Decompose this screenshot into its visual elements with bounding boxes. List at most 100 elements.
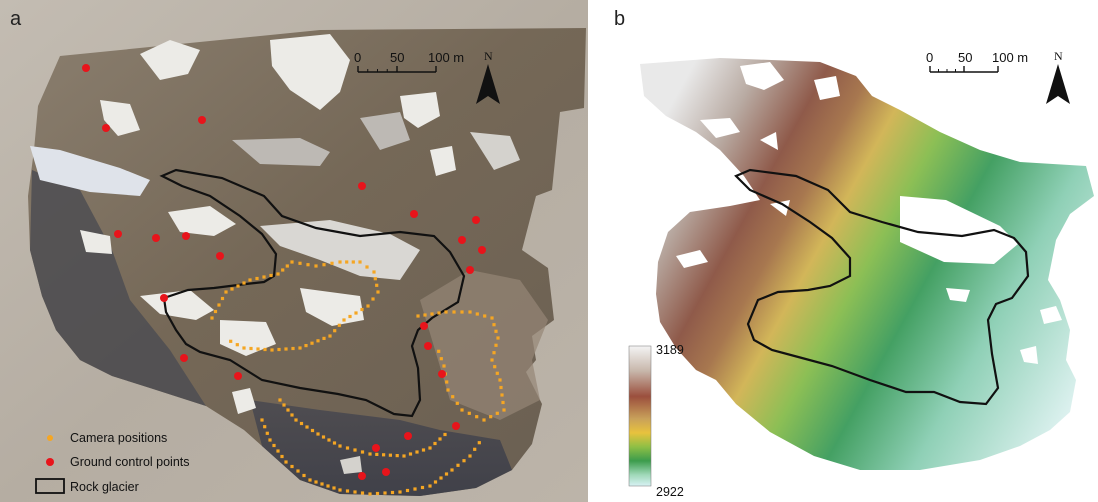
camera-position <box>338 444 342 448</box>
camera-position <box>255 276 259 281</box>
camera-position <box>450 468 454 472</box>
camera-position <box>483 314 487 318</box>
camera-position <box>468 310 472 314</box>
camera-position <box>456 463 460 467</box>
camera-position <box>337 323 341 327</box>
camera-position <box>282 403 286 407</box>
camera-position <box>322 263 326 267</box>
camera-position <box>327 438 331 442</box>
camera-position <box>213 309 218 314</box>
camera-position <box>236 284 240 288</box>
camera-position <box>235 343 239 347</box>
ground-control-point <box>102 124 110 132</box>
camera-position <box>298 261 302 265</box>
camera-position <box>314 264 318 268</box>
camera-position <box>368 492 372 496</box>
camera-position <box>217 303 221 307</box>
camera-position <box>444 472 449 476</box>
ground-control-point <box>382 468 390 476</box>
camera-position <box>475 312 479 316</box>
camera-position <box>438 437 442 441</box>
camera-position <box>256 347 260 351</box>
camera-position <box>263 347 267 352</box>
camera-position <box>353 490 357 494</box>
camera-position <box>229 339 233 343</box>
ground-control-point <box>372 444 380 452</box>
camera-position <box>220 296 225 301</box>
camera-position <box>420 485 425 490</box>
camera-position <box>439 476 443 480</box>
ground-control-point <box>478 246 486 254</box>
scale-bar <box>929 66 999 73</box>
camera-position <box>249 346 253 351</box>
camera-position <box>296 469 300 473</box>
camera-position <box>430 312 434 316</box>
ground-control-point <box>160 294 168 302</box>
camera-position <box>375 452 379 456</box>
camera-position <box>210 316 214 320</box>
ground-control-point <box>452 422 460 430</box>
ground-control-point <box>234 372 242 380</box>
camera-position <box>443 432 447 437</box>
camera-position <box>373 277 377 281</box>
panel-label-a: a <box>10 8 22 30</box>
camera-position <box>332 441 337 445</box>
ground-control-point <box>358 472 366 480</box>
camera-position <box>284 460 288 464</box>
camera-position <box>342 318 346 322</box>
camera-position <box>308 478 312 482</box>
camera-position <box>268 438 272 442</box>
camera-position <box>345 446 350 450</box>
camera-position <box>444 310 448 314</box>
camera-position <box>314 480 318 484</box>
camera-position <box>290 464 294 469</box>
camera-position <box>284 347 288 351</box>
camera-position <box>495 411 499 415</box>
camera-position <box>316 432 320 436</box>
camera-position <box>286 408 290 412</box>
camera-position <box>433 480 438 484</box>
scale-tick-100: 100 m <box>992 50 1028 65</box>
camera-position <box>490 358 494 362</box>
ground-control-point <box>438 370 446 378</box>
camera-position <box>473 447 477 451</box>
camera-position <box>462 459 466 463</box>
camera-position <box>460 408 464 412</box>
camera-position <box>338 488 342 492</box>
camera-position <box>368 452 372 456</box>
shadow-cliffs <box>30 170 206 406</box>
dem-footprint <box>640 58 1094 470</box>
ground-control-point <box>182 232 190 240</box>
ground-control-point <box>466 266 474 274</box>
camera-position <box>493 365 497 369</box>
camera-position <box>371 297 375 301</box>
camera-position <box>276 272 280 276</box>
camera-position <box>501 400 505 405</box>
ground-control-point <box>180 354 188 362</box>
north-arrow-icon <box>1046 64 1070 104</box>
camera-position <box>242 346 246 350</box>
scale-tick-0: 0 <box>926 50 933 65</box>
bright-rock <box>420 270 548 420</box>
camera-position <box>376 290 380 294</box>
camera-position <box>332 486 336 490</box>
camera-position <box>360 491 365 495</box>
camera-position <box>278 398 282 402</box>
camera-position <box>445 380 449 384</box>
north-label: N <box>1054 49 1063 63</box>
camera-position <box>302 473 306 478</box>
camera-position <box>326 484 330 488</box>
camera-position <box>477 441 481 445</box>
camera-position <box>415 450 419 454</box>
camera-position <box>348 314 352 319</box>
shadow-basin <box>250 400 512 496</box>
camera-position <box>439 357 443 361</box>
camera-position <box>455 401 459 405</box>
panel-a-orthophoto: a 0 50 100 m N Camera positions Ground c… <box>0 0 588 502</box>
camera-position <box>500 393 504 397</box>
ground-control-point <box>198 116 206 124</box>
camera-position <box>499 385 503 390</box>
camera-position <box>248 278 252 282</box>
ground-control-point <box>152 234 160 242</box>
camera-position <box>467 411 471 415</box>
